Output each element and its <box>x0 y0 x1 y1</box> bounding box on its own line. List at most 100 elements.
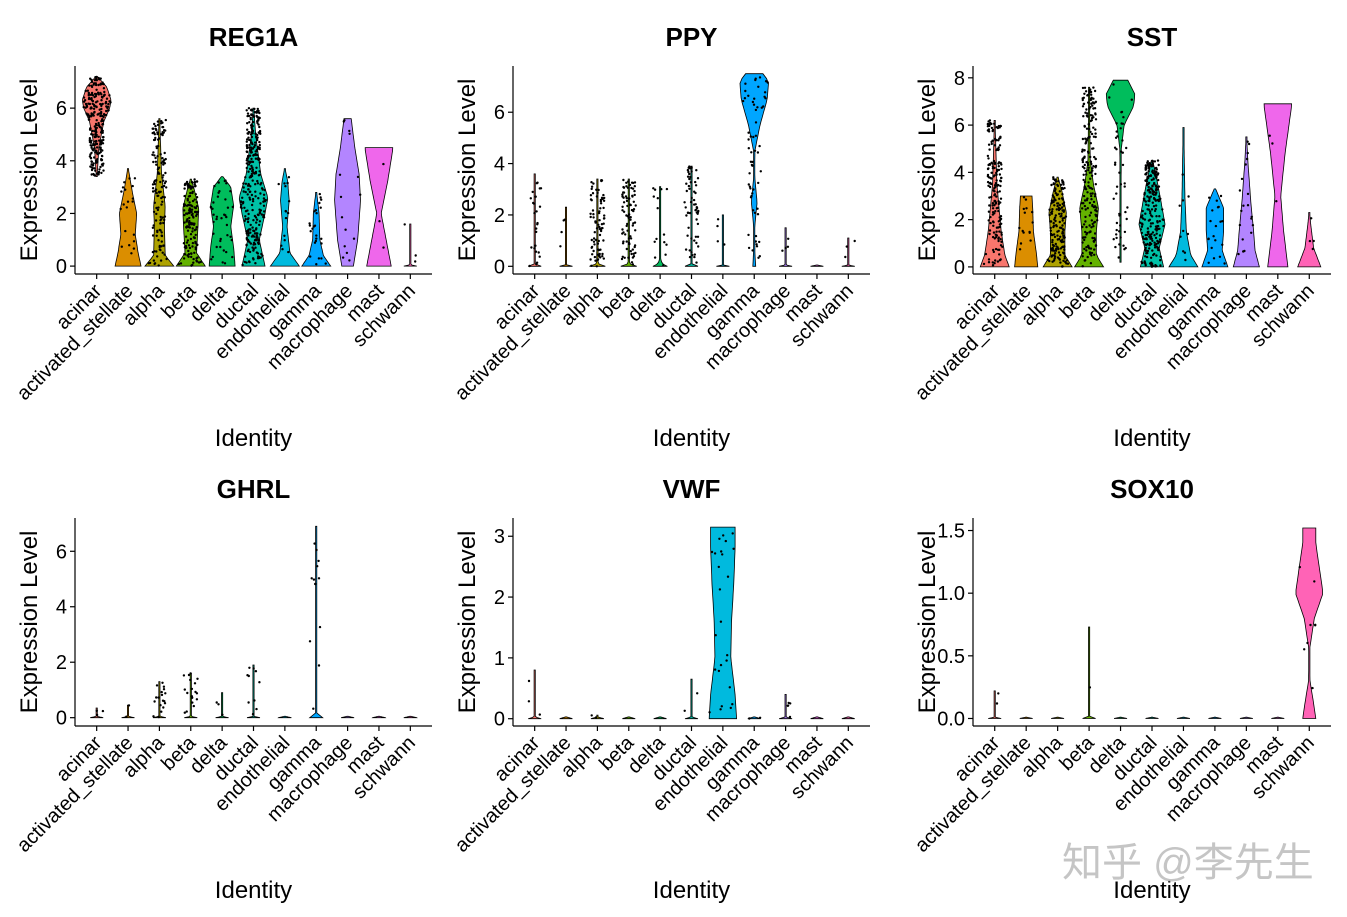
point-acinar <box>994 182 998 185</box>
point-gamma <box>1219 194 1223 198</box>
point-acinar <box>90 91 94 95</box>
point-ductal <box>256 110 259 113</box>
point-ductal <box>1159 255 1162 258</box>
point-beta <box>1084 230 1087 234</box>
point-alpha <box>1046 258 1050 261</box>
point-alpha <box>162 221 165 225</box>
point-beta <box>184 246 187 250</box>
point-beta <box>189 672 192 675</box>
point-ductal <box>258 220 262 223</box>
point-delta <box>226 234 229 237</box>
point-acinar <box>535 227 538 230</box>
point-alpha <box>602 239 605 242</box>
point-beta <box>1090 132 1094 136</box>
point-alpha <box>160 710 163 713</box>
point-alpha <box>163 702 167 705</box>
point-ductal <box>693 255 696 259</box>
point-beta <box>185 241 189 244</box>
point-schwann <box>1313 580 1316 583</box>
point-ductal <box>257 174 261 177</box>
point-delta <box>1121 122 1125 126</box>
point-alpha <box>1059 215 1062 218</box>
point-alpha <box>599 202 603 205</box>
point-alpha <box>1053 204 1056 207</box>
point-acinar <box>90 160 94 163</box>
point-gamma <box>308 222 311 225</box>
point-beta <box>1094 166 1097 169</box>
y-tick-label: 0 <box>56 708 67 730</box>
point-acinar <box>997 161 1001 164</box>
point-beta <box>1094 209 1097 212</box>
point-alpha <box>159 215 162 219</box>
point-alpha <box>160 690 163 694</box>
point-delta <box>1118 171 1121 174</box>
point-alpha <box>1061 193 1064 196</box>
point-beta <box>1089 211 1093 214</box>
point-alpha <box>154 156 157 160</box>
point-alpha <box>156 132 159 136</box>
point-macrophage <box>342 120 345 123</box>
point-beta <box>186 199 189 202</box>
point-alpha <box>600 179 603 182</box>
point-alpha <box>1053 235 1057 239</box>
point-delta <box>1121 139 1124 142</box>
point-ductal <box>250 172 254 176</box>
point-endothelial <box>719 708 722 711</box>
point-delta <box>226 206 230 209</box>
point-alpha <box>1054 192 1058 195</box>
point-delta <box>1115 228 1118 232</box>
point-beta <box>1088 89 1091 93</box>
point-acinar <box>986 125 990 128</box>
point-ductal <box>247 701 250 704</box>
point-acinar <box>999 238 1002 241</box>
point-beta <box>194 246 197 249</box>
point-acinar <box>101 154 104 158</box>
point-schwann <box>1311 686 1314 690</box>
point-beta <box>625 199 629 203</box>
point-beta <box>1081 98 1085 102</box>
point-alpha <box>598 227 602 231</box>
point-beta <box>1083 247 1086 251</box>
point-schwann <box>1311 247 1315 251</box>
point-endothelial <box>723 243 726 246</box>
point-macrophage <box>348 132 351 135</box>
point-gamma <box>308 224 312 227</box>
point-endothelial <box>1178 204 1181 207</box>
point-ductal <box>686 175 690 178</box>
point-alpha <box>596 248 600 251</box>
point-ductal <box>261 188 264 191</box>
panel-title: GHRL <box>217 474 291 504</box>
point-gamma <box>1212 235 1215 238</box>
point-acinar <box>101 142 105 145</box>
point-beta <box>1091 167 1094 170</box>
point-alpha <box>1064 215 1068 218</box>
point-delta <box>211 207 214 210</box>
point-alpha <box>599 200 603 203</box>
point-acinar <box>88 96 91 100</box>
point-alpha <box>164 118 167 122</box>
point-alpha <box>601 197 605 200</box>
point-acinar <box>988 148 991 151</box>
point-acinar <box>90 173 93 176</box>
point-gamma <box>314 209 318 212</box>
point-ductal <box>1141 217 1145 220</box>
point-ductal <box>243 260 246 264</box>
violin-gamma <box>739 73 769 267</box>
y-tick-label: 2 <box>494 587 505 609</box>
point-alpha <box>1059 247 1063 250</box>
point-acinar <box>538 205 542 208</box>
point-alpha <box>1060 206 1064 209</box>
point-beta <box>1087 184 1090 188</box>
point-gamma <box>758 716 762 719</box>
point-activated_stellate <box>123 181 126 184</box>
point-ductal <box>247 239 250 243</box>
point-alpha <box>589 212 592 215</box>
point-beta <box>1091 114 1094 117</box>
point-acinar <box>998 223 1002 226</box>
point-endothelial <box>717 565 720 569</box>
point-macrophage <box>1246 151 1249 155</box>
point-gamma <box>1208 196 1211 199</box>
point-alpha <box>1049 229 1053 232</box>
point-ductal <box>689 200 693 204</box>
point-endothelial <box>286 211 290 215</box>
